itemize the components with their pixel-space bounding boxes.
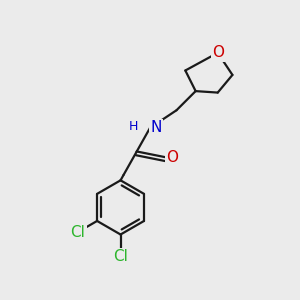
Text: H: H: [129, 120, 139, 133]
Text: O: O: [212, 45, 224, 60]
Text: Cl: Cl: [113, 249, 128, 264]
Text: Cl: Cl: [70, 224, 86, 239]
Text: O: O: [166, 150, 178, 165]
Text: N: N: [150, 120, 162, 135]
